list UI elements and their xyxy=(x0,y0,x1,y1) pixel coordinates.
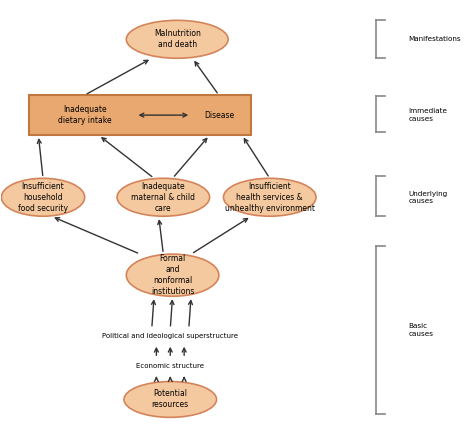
Ellipse shape xyxy=(223,179,316,216)
Ellipse shape xyxy=(1,179,85,216)
Ellipse shape xyxy=(126,20,228,58)
Text: Immediate
causes: Immediate causes xyxy=(409,109,447,122)
Text: Insufficient
health services &
unhealthy environment: Insufficient health services & unhealthy… xyxy=(225,181,315,213)
Ellipse shape xyxy=(126,254,219,296)
Text: Disease: Disease xyxy=(204,111,234,120)
Text: Basic
causes: Basic causes xyxy=(409,323,434,337)
Text: Manifestations: Manifestations xyxy=(409,36,461,42)
Text: Political and ideological superstructure: Political and ideological superstructure xyxy=(102,333,238,339)
Ellipse shape xyxy=(124,382,217,417)
FancyBboxPatch shape xyxy=(29,95,251,135)
Text: Underlying
causes: Underlying causes xyxy=(409,190,448,204)
Text: Formal
and
nonformal
institutions: Formal and nonformal institutions xyxy=(151,254,194,296)
Text: Insufficient
household
food security: Insufficient household food security xyxy=(18,181,68,213)
Ellipse shape xyxy=(117,179,210,216)
Text: Economic structure: Economic structure xyxy=(136,363,204,369)
Text: Inadequate
maternal & child
care: Inadequate maternal & child care xyxy=(131,181,195,213)
Text: Potential
resources: Potential resources xyxy=(152,389,189,410)
Text: Inadequate
dietary intake: Inadequate dietary intake xyxy=(58,105,111,125)
Text: Malnutrition
and death: Malnutrition and death xyxy=(154,29,201,49)
